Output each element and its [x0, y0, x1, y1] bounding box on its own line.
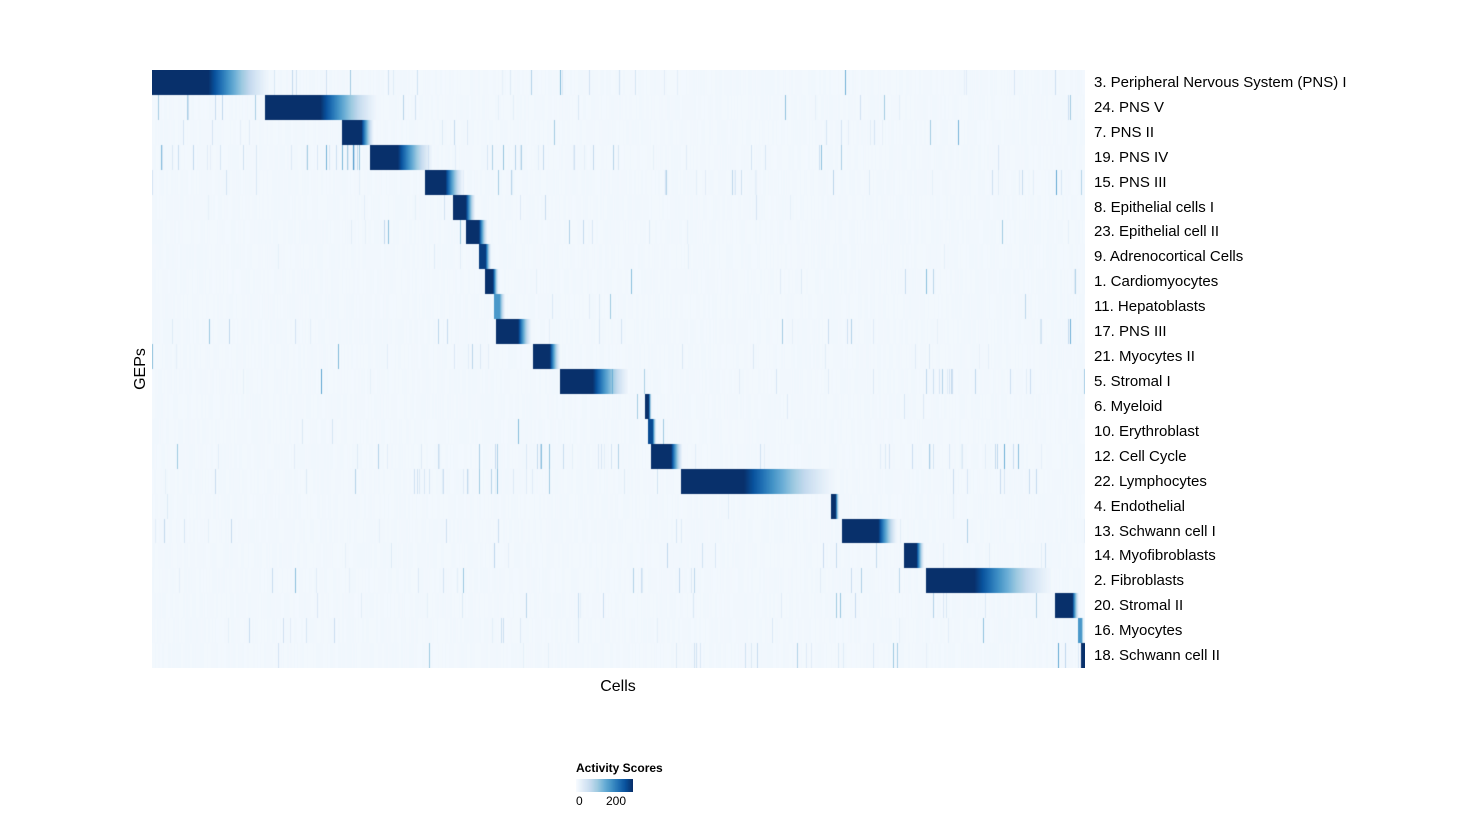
- legend-gradient-bar: [576, 779, 633, 792]
- row-label: 10. Erythroblast: [1094, 422, 1200, 440]
- row-label: 13. Schwann cell I: [1094, 522, 1216, 540]
- legend: Activity Scores 0 200: [576, 761, 696, 810]
- row-label: 1. Cardiomyocytes: [1094, 273, 1219, 291]
- row-label: 23. Epithelial cell II: [1094, 223, 1220, 241]
- row-label: 18. Schwann cell II: [1094, 647, 1220, 665]
- x-axis-label: Cells: [600, 678, 636, 695]
- row-label: 24. PNS V: [1094, 98, 1165, 116]
- row-label: 4. Endothelial: [1094, 497, 1185, 515]
- legend-title: Activity Scores: [576, 761, 663, 775]
- row-label: 21. Myocytes II: [1094, 348, 1195, 366]
- row-label: 16. Myocytes: [1094, 622, 1183, 640]
- row-label: 7. PNS II: [1094, 123, 1155, 141]
- row-label: 9. Adrenocortical Cells: [1094, 248, 1244, 266]
- legend-tick-max: 200: [606, 794, 627, 808]
- row-label: 8. Epithelial cells I: [1094, 198, 1215, 216]
- y-axis-label: GEPs: [132, 348, 149, 390]
- legend-tick-min: 0: [576, 794, 583, 808]
- legend-ticks: 0 200: [576, 794, 633, 810]
- row-label: 11. Hepatoblasts: [1094, 298, 1206, 316]
- row-labels: 3. Peripheral Nervous System (PNS) I 24. …: [1094, 70, 1454, 668]
- row-label: 20. Stromal II: [1094, 597, 1184, 615]
- row-label: 17. PNS III: [1094, 323, 1167, 341]
- row-label: 6. Myeloid: [1094, 397, 1163, 415]
- row-label: 12. Cell Cycle: [1094, 447, 1187, 465]
- row-label: 19. PNS IV: [1094, 148, 1169, 166]
- row-label: 22. Lymphocytes: [1094, 472, 1207, 490]
- row-label: 14. Myofibroblasts: [1094, 547, 1216, 565]
- heatmap-canvas: [152, 70, 1085, 668]
- row-label: 3. Peripheral Nervous System (PNS) I: [1094, 73, 1347, 91]
- row-label: 2. Fibroblasts: [1094, 572, 1185, 590]
- row-label: 5. Stromal I: [1094, 373, 1171, 391]
- row-label: 15. PNS III: [1094, 173, 1167, 191]
